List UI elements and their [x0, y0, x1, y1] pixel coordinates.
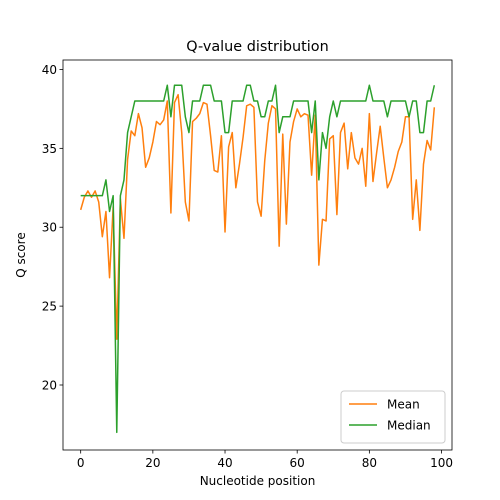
x-tick-label: 40	[217, 456, 232, 470]
y-axis-label: Q score	[14, 232, 28, 278]
plot-lines	[79, 84, 436, 434]
y-tick-label: 20	[42, 379, 57, 393]
plot-frame	[62, 59, 453, 451]
y-tick-label: 30	[42, 221, 57, 235]
series-line-median	[80, 84, 436, 434]
x-tick-label: 100	[430, 456, 453, 470]
legend-label-median: Median	[387, 419, 431, 433]
x-tick-label: 60	[290, 456, 305, 470]
x-axis-label: Nucleotide position	[200, 474, 316, 488]
x-tick-label: 0	[77, 456, 85, 470]
x-tick-label: 20	[145, 456, 160, 470]
axes: 0 20 40 60 80 100 20 25 30 35 40	[42, 59, 453, 470]
series-line-mean	[79, 93, 436, 340]
y-tick-label: 25	[42, 300, 57, 314]
x-tick-label: 80	[362, 456, 377, 470]
legend: Mean Median	[340, 390, 446, 444]
legend-label-mean: Mean	[387, 398, 420, 412]
y-tick-label: 35	[42, 142, 57, 156]
y-tick-label: 40	[42, 63, 57, 77]
chart-title: Q-value distribution	[186, 39, 328, 55]
